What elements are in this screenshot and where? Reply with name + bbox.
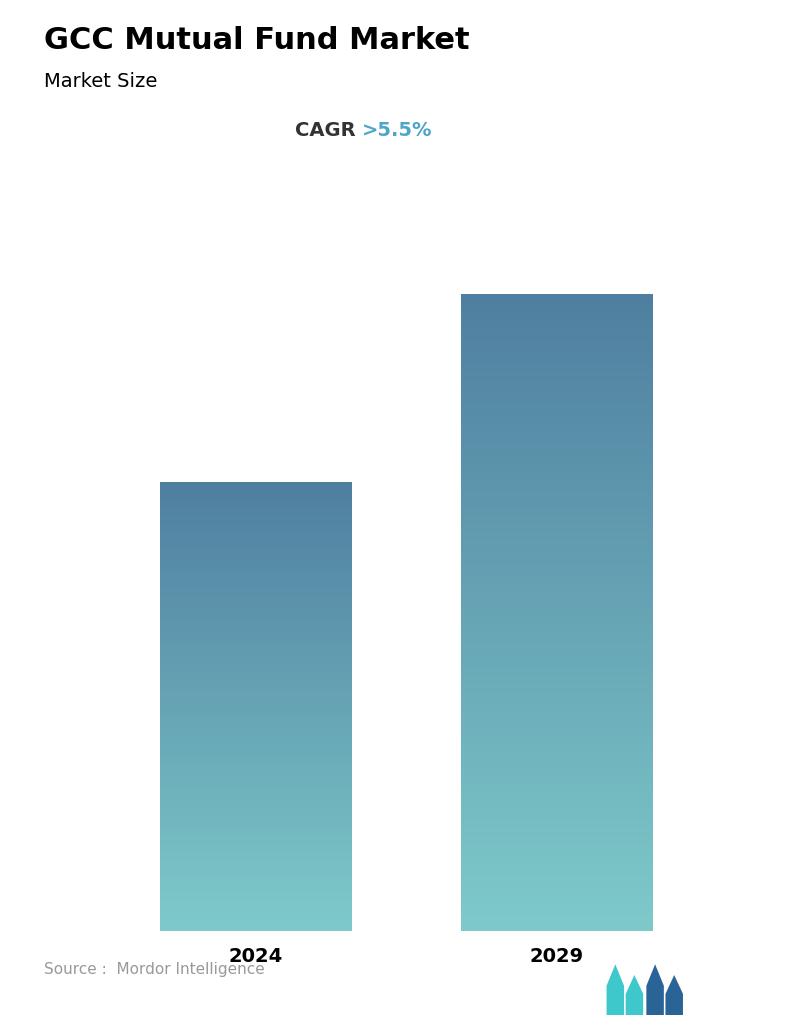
Text: Source :  Mordor Intelligence: Source : Mordor Intelligence [44, 962, 264, 977]
Polygon shape [665, 975, 683, 1015]
Text: >5.5%: >5.5% [362, 121, 433, 140]
Polygon shape [646, 965, 664, 1015]
Text: Market Size: Market Size [44, 72, 157, 91]
Polygon shape [607, 965, 624, 1015]
Text: CAGR: CAGR [295, 121, 362, 140]
Polygon shape [626, 975, 643, 1015]
Text: GCC Mutual Fund Market: GCC Mutual Fund Market [44, 26, 470, 55]
